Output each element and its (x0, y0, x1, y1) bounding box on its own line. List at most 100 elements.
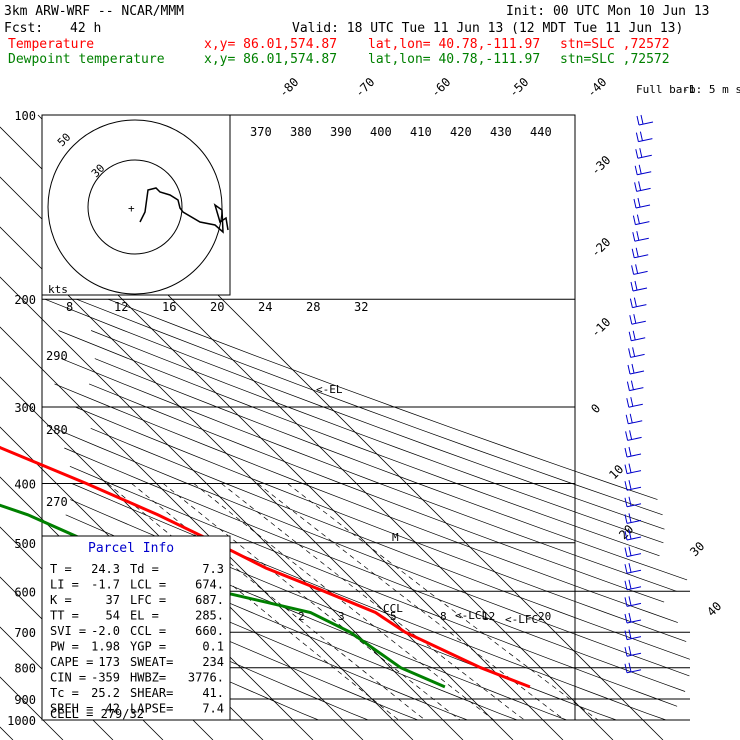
hodograph-center-mark: + (128, 202, 135, 215)
fcst-label: Fcst: (4, 21, 43, 36)
mixing-ratio-label-8: 8 (440, 610, 447, 623)
isotherm-label--70: -70 (352, 75, 377, 100)
pressure-labels: 100 200 300 400 500 600 700 800 900 1000 (7, 109, 36, 728)
wind-barb-flag (629, 315, 633, 325)
dewpoint-xy: x,y= 86.01,574.87 (204, 52, 337, 67)
dry-adiabat-380 (54, 383, 678, 623)
wind-barb (624, 546, 642, 558)
wind-barb-flag (631, 363, 635, 374)
valid-time: Valid: 18 UTC Tue 11 Jun 13 (12 MDT Tue … (292, 21, 683, 36)
wind-barb-shaft (635, 204, 651, 209)
theta-label-380: 380 (290, 125, 312, 139)
wind-barb-flag (633, 314, 637, 324)
parcel-row-value: 173 (98, 655, 120, 669)
wind-barb (624, 563, 642, 574)
parcel-row-value: 660. (195, 624, 224, 638)
parcel-row-value: 24.3 (91, 562, 120, 576)
dewpoint-stn: stn=SLC ,72572 (560, 52, 670, 67)
wind-barb (626, 397, 643, 408)
wind-barb-shaft (627, 436, 642, 441)
wind-barb-shaft (628, 403, 643, 408)
mixing-ratio-label-2: 2 (298, 610, 305, 623)
wind-barb-shaft (626, 503, 642, 508)
wind-barb-flag (628, 579, 632, 589)
hodograph: 50 30 + kts (41, 114, 231, 296)
wind-barb (628, 330, 646, 342)
wind-barb-flag (624, 481, 628, 491)
parcel-row-value: 54 (106, 609, 120, 623)
wind-barb (629, 297, 647, 309)
hodograph-speed-label-32: 32 (354, 300, 368, 314)
parcel-row-label: LCL = (130, 578, 166, 592)
wind-barb-shaft (626, 569, 642, 574)
wind-barb-shaft (626, 519, 642, 524)
hodograph-speed-label-28: 28 (306, 300, 320, 314)
wind-barb-flag (634, 182, 638, 192)
wind-barb-flag (628, 331, 632, 341)
pressure-label-600: 600 (14, 585, 36, 599)
wind-barb (624, 579, 642, 591)
wind-barb-flag (633, 297, 637, 307)
wind-barb (625, 413, 643, 425)
wind-barb-shaft (626, 553, 642, 558)
parcel-row-value: -2.0 (91, 624, 120, 638)
wind-barb-shaft (632, 304, 647, 309)
wind-barb-flag (628, 662, 632, 672)
pressure-label-800: 800 (14, 662, 36, 676)
parcel-row-label: CIN = (50, 671, 86, 685)
wind-barb-flag (634, 280, 638, 291)
isotherm-label--20: -20 (588, 235, 613, 260)
wind-barb-shaft (626, 619, 642, 624)
wind-barb-flag (628, 646, 632, 656)
dry-adiabat-440 (44, 298, 665, 530)
wind-barb-shaft (638, 121, 654, 126)
parcel-row-label: LI = (50, 578, 79, 592)
wind-barbs (624, 114, 654, 674)
wind-barb-shaft (634, 237, 649, 242)
hodograph-ring-inner (87, 159, 183, 255)
wind-barb-flag (636, 214, 640, 224)
dry-adiabat-340 (64, 447, 686, 692)
wind-barb-flag (626, 381, 630, 391)
wind-barb-shaft (633, 270, 648, 275)
wind-barb-flag (628, 629, 632, 639)
parcel-cell: CELL = 279/32 (50, 707, 144, 721)
parcel-row-value: 41. (202, 686, 224, 700)
theta-label-390: 390 (330, 125, 352, 139)
wind-barb-flag (630, 281, 634, 292)
wind-barb (632, 214, 650, 226)
wind-barb-flag (631, 248, 635, 258)
wind-barb-shaft (629, 370, 645, 375)
wind-barb-flag (628, 463, 632, 473)
wind-barb-shaft (636, 187, 651, 192)
parcel-row-label: LAPSE= (130, 702, 173, 716)
wind-barb (624, 463, 642, 475)
wind-barb-flag (628, 513, 632, 523)
parcel-row-label: SVI = (50, 624, 86, 638)
parcel-info-box: Parcel Info T = 24.3 Td = 7.3 LI = -1.7 LCL = 6… (41, 535, 231, 721)
wind-barb-flag (638, 164, 642, 174)
pressure-label-900: 900 (14, 693, 36, 707)
parcel-row-label: PW = (50, 640, 79, 654)
wind-barb-flag (632, 215, 636, 225)
parcel-row-value: 0.1 (202, 640, 224, 654)
wind-barb (635, 148, 652, 159)
wind-barb (624, 513, 642, 524)
theta-label-left-270: 270 (46, 495, 68, 509)
wind-barb (626, 380, 644, 392)
wind-barb-flag (627, 364, 631, 375)
wind-barb-flag (624, 447, 628, 458)
wind-barb-flag (629, 298, 633, 308)
hodograph-speed-label-16: 16 (162, 300, 176, 314)
mixing-ratio-line-8 (193, 483, 520, 721)
wind-barb-flag (624, 613, 628, 624)
isotherm--10 (0, 326, 414, 740)
wind-barb (633, 197, 651, 209)
wind-barb-flag (624, 564, 628, 574)
wind-barb-shaft (626, 636, 642, 641)
wind-barb (624, 596, 642, 607)
wind-barb-flag (635, 132, 639, 142)
wind-barb-shaft (631, 337, 646, 342)
wind-barb-flag (624, 647, 628, 657)
wind-barb (624, 662, 642, 674)
